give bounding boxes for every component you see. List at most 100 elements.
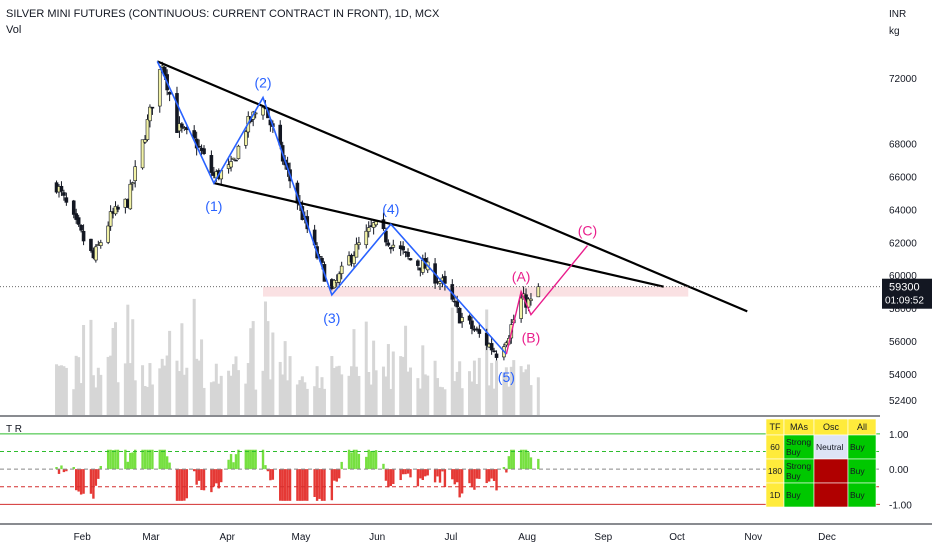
indicator-bar (163, 449, 166, 470)
table-cell-label: Buy (786, 447, 801, 457)
candle-body (470, 320, 474, 329)
indicator-bar (347, 449, 351, 470)
indicator-bar (251, 449, 255, 470)
volume-bar (251, 321, 255, 415)
volume-bar (163, 365, 167, 415)
volume-bar (389, 388, 393, 415)
candle-body (443, 276, 447, 284)
table-cell (783, 482, 815, 508)
volume-bar (195, 358, 199, 415)
candle-body (416, 260, 420, 266)
corrective-wave-label: (B) (522, 330, 541, 346)
indicator-bar (505, 469, 508, 473)
volume-bar (214, 363, 218, 415)
indicator-bar (60, 465, 63, 470)
volume-bar (249, 328, 253, 415)
indicator-bar (72, 467, 75, 470)
volume-bar (354, 366, 358, 415)
volume-bar (536, 377, 540, 415)
volume-bar (271, 332, 275, 415)
volume-bar (450, 307, 454, 415)
volume-bar (131, 319, 135, 415)
candle-body (231, 157, 236, 160)
volume-bar (126, 304, 130, 415)
indicator-bar (264, 465, 267, 470)
volume-bar (453, 381, 457, 415)
impulse-wave-label: (3) (323, 310, 340, 326)
price-tick-label: 52400 (889, 396, 917, 407)
candle-body (113, 206, 118, 215)
indicator-bar (296, 469, 299, 501)
indicator-bar (200, 469, 203, 491)
volume-bar (470, 381, 474, 415)
candle-body (234, 159, 238, 162)
volume-bar (421, 345, 425, 415)
indicator-bar (443, 469, 447, 488)
volume-bar (522, 372, 526, 415)
indicator-bar (522, 449, 525, 470)
candle-body (477, 329, 482, 334)
indicator-bar (524, 449, 528, 470)
candle-body (438, 281, 442, 284)
indicator-bar (315, 469, 319, 501)
candle-body (175, 93, 179, 133)
volume-bar (217, 383, 221, 415)
candle-body (364, 230, 369, 246)
volume-bar (229, 375, 233, 415)
indicator-bar (165, 456, 169, 470)
indicator-bar (421, 469, 424, 481)
volume-bar (182, 374, 186, 415)
volume-bar (114, 322, 118, 415)
volume-bar (399, 356, 403, 415)
indicator-bar (234, 454, 238, 470)
indicator-bar (436, 469, 439, 477)
indicator-bar (313, 469, 316, 497)
indicator-bar (529, 457, 533, 470)
indicator-bar (126, 461, 130, 470)
price-tick-label: 56000 (889, 337, 917, 348)
table-cell-label: 1D (770, 490, 781, 500)
indicator-bar (365, 456, 368, 470)
axes-layer: 72000 68000 66000 64000 62000 60000 58000 56000… (0, 74, 932, 543)
time-tick-label: Nov (744, 532, 762, 543)
indicator-bar (409, 469, 412, 478)
indicator-bar (468, 469, 471, 484)
indicator-bar (261, 449, 265, 470)
volume-bar (318, 387, 322, 415)
indicator-bar (510, 449, 513, 470)
time-tick-label: Apr (219, 532, 235, 543)
indicator-bar (458, 469, 461, 498)
indicator-bar (451, 469, 454, 480)
indicator-bar (183, 469, 186, 501)
indicator-bar (419, 469, 422, 479)
price-tick-label: 62000 (889, 238, 917, 249)
volume-bar (261, 370, 265, 415)
unit-label: kg (889, 26, 900, 37)
volume-bar (236, 370, 240, 415)
indicator-bar (254, 449, 257, 470)
volume-bar (288, 356, 292, 415)
candle-body (357, 242, 361, 246)
time-tick-label: Jul (445, 532, 458, 543)
indicator-bar (392, 469, 395, 484)
indicator-bar (247, 449, 250, 470)
indicator-bar (404, 469, 407, 475)
volume-bar (283, 341, 287, 415)
volume-bar (391, 351, 395, 415)
indicator-bar (158, 449, 161, 470)
indicator-tick-label: 0.00 (889, 465, 909, 476)
volume-bar (82, 324, 86, 415)
volume-bar (519, 366, 523, 415)
indicator-bar (456, 469, 459, 483)
table-cell-label: Buy (786, 490, 801, 500)
volume-bar (192, 298, 196, 415)
volume-bar (212, 381, 216, 415)
volume-bar (298, 380, 302, 415)
volume-bar (490, 362, 494, 415)
volume-bar (509, 366, 513, 415)
volume-bar (55, 364, 59, 415)
indicator-bar (487, 469, 491, 482)
volume-bar (254, 389, 258, 415)
